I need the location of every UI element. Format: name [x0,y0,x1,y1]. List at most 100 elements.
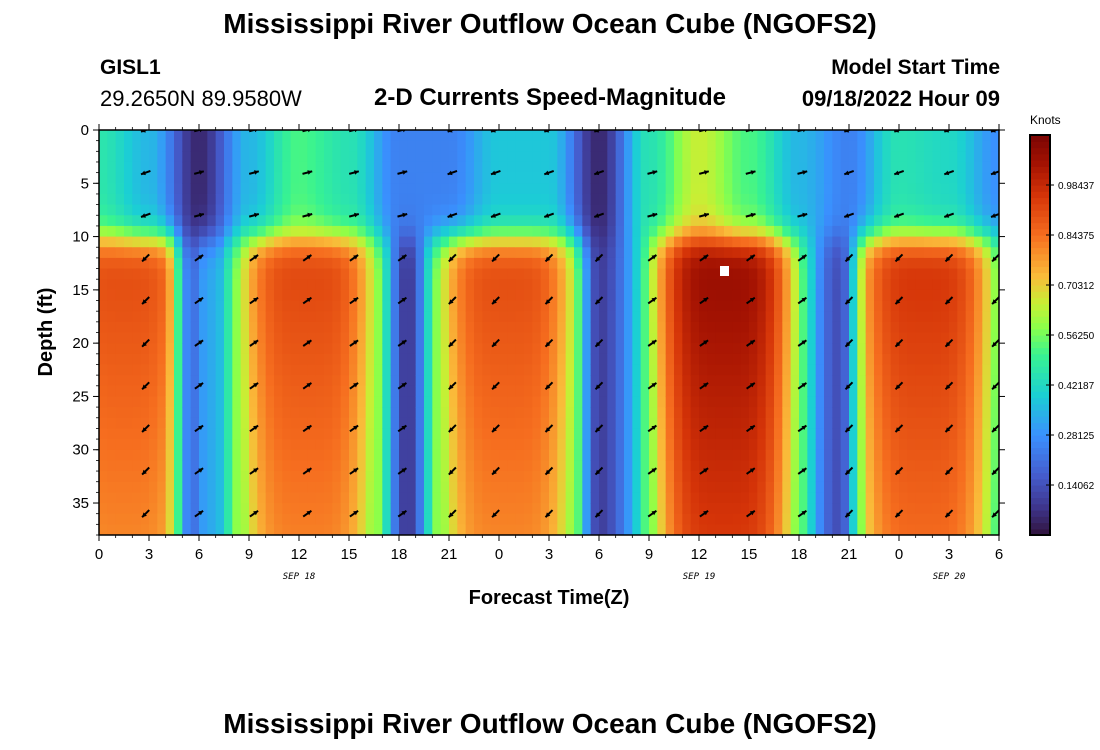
heatmap-cell [390,300,400,312]
heatmap-cell [740,161,750,174]
heatmap-cell [282,225,292,238]
heatmap-cell [399,193,408,206]
heatmap-cell [624,257,633,270]
heatmap-cell [899,460,908,472]
heatmap-cell [207,364,217,376]
heatmap-cell [132,449,142,461]
heatmap-cell [699,396,708,408]
heatmap-cell [540,407,550,419]
heatmap-cell [115,257,125,270]
heatmap-cell [157,161,167,174]
heatmap-cell [349,460,358,472]
heatmap-cell [224,257,233,270]
heatmap-cell [815,428,825,440]
heatmap-cell [582,193,592,206]
heatmap-cell [649,343,658,355]
heatmap-cell [190,513,200,525]
heatmap-cell [799,343,808,355]
heatmap-cell [357,161,367,174]
heatmap-cell [940,492,950,504]
current-vector [894,466,904,476]
heatmap-cell [390,204,400,216]
heatmap-cell [707,204,717,216]
heatmap-cell [440,321,450,334]
heatmap-cell [482,268,492,280]
heatmap-cell [257,193,267,206]
heatmap-cell [707,183,717,195]
heatmap-cell [507,460,517,472]
heatmap-cell [332,193,342,206]
heatmap-cell [124,311,133,323]
heatmap-cell [390,407,400,419]
heatmap-cell [415,289,425,302]
heatmap-cell [257,375,267,387]
heatmap-cell [274,439,283,451]
heatmap-cell [940,407,950,419]
heatmap-cell [265,375,275,387]
heatmap-cell [165,257,175,270]
heatmap-cell [690,396,700,408]
heatmap-cell [215,407,225,419]
heatmap-cell [174,396,183,408]
heatmap-cell [707,321,717,334]
heatmap-cell [790,460,800,472]
heatmap-cell [840,375,850,387]
heatmap-cell [699,151,708,163]
heatmap-cell [382,183,392,195]
heatmap-cell [224,193,233,206]
heatmap-cell [932,417,942,430]
heatmap-cell [99,353,108,366]
heatmap-cell [815,204,825,216]
heatmap-cell [657,151,667,163]
heatmap-cell [465,417,475,430]
heatmap-cell [599,513,608,525]
heatmap-cell [382,151,392,163]
heatmap-cell [607,268,617,280]
heatmap-cell [549,204,558,216]
heatmap-cell [799,193,808,206]
heatmap-cell [449,364,458,376]
heatmap-cell [924,407,933,419]
heatmap-cell [449,481,458,493]
heatmap-cell [449,321,458,334]
heatmap-cell [332,524,342,535]
heatmap-cell [157,172,167,184]
heatmap-cell [257,236,267,248]
heatmap-cell [957,353,967,366]
heatmap-cell [457,449,467,461]
heatmap-cell [840,300,850,312]
current-vector [647,424,657,433]
heatmap-cell [682,524,692,535]
heatmap-cell [340,471,350,483]
heatmap-cell [299,236,308,248]
heatmap-cell [482,439,492,451]
heatmap-cell [540,524,550,535]
heatmap-cell [857,172,867,184]
heatmap-cell [824,375,833,387]
heatmap-cell [449,460,458,472]
heatmap-cell [932,204,942,216]
heatmap-cell [849,204,858,216]
heatmap-cell [299,257,308,270]
colorbar-segment [1030,322,1050,330]
heatmap-cell [249,204,258,216]
current-vector [594,296,604,305]
x-tick-label: 9 [245,546,253,563]
heatmap-cell [749,524,758,535]
heatmap-cell [699,268,708,280]
heatmap-cell [749,236,758,248]
heatmap-cell [307,364,317,376]
heatmap-cell [332,172,342,184]
heatmap-cell [249,481,258,493]
heatmap-cell [382,236,392,248]
colorbar-segment [1030,516,1050,524]
heatmap-cell [615,311,625,323]
heatmap-cell [590,236,600,248]
heatmap-cell [440,513,450,525]
heatmap-cell [957,279,967,291]
heatmap-cell [357,396,367,408]
current-vector [544,424,554,433]
heatmap-cell [507,492,517,504]
heatmap-cell [840,172,850,184]
heatmap-cell [707,289,717,302]
